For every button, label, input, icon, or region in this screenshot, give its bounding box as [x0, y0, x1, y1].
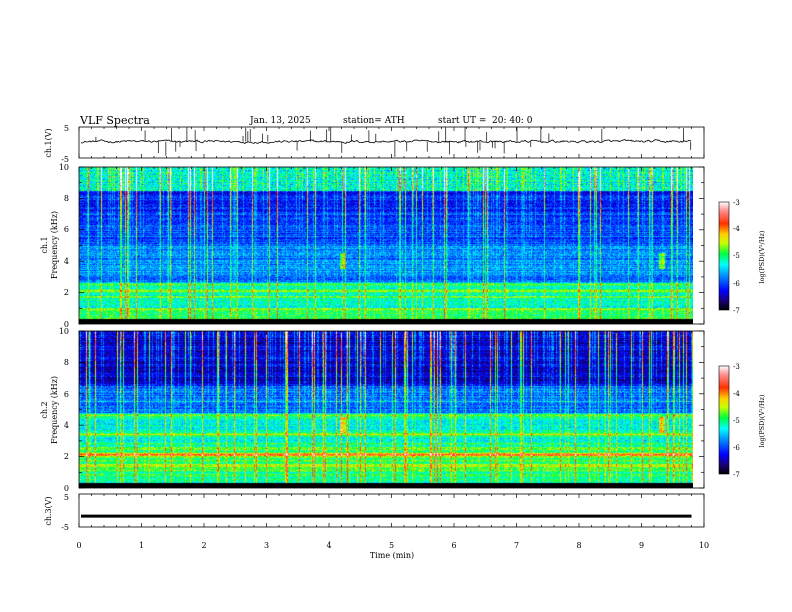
- time-axis-label: Time (min): [370, 551, 414, 560]
- ch1-colorbar-tick-m4: -4: [733, 225, 740, 233]
- ch2-spec-ytick-6: 6: [64, 390, 69, 399]
- ch1-spectrogram-yticks: 0 2 4 6 8 10: [59, 163, 69, 329]
- time-axis-tick-7: 7: [514, 541, 519, 550]
- ch1-colorbar-tick-m3: -3: [733, 199, 740, 207]
- ch1-spectrogram-ylabel-frequency: Frequency (kHz): [50, 211, 59, 279]
- time-axis-tick-0: 0: [76, 541, 81, 550]
- ch1-waveform-spikes: [95, 126, 692, 157]
- ch1-colorbar: [718, 201, 730, 311]
- time-axis-tick-9: 9: [639, 541, 644, 550]
- ch3-waveform-panel: 5 -5 ch.3(V) 0 1 2 3 4 5 6 7 8 9 10 Time (min): [44, 493, 709, 560]
- ch1-colorbar-tick-m5: -5: [733, 252, 740, 260]
- ch2-spec-ytick-8: 8: [64, 358, 69, 367]
- ch1-colorbar-tick-m7: -7: [733, 307, 740, 315]
- ch3-waveform-x-ticks: [78, 494, 705, 527]
- ch1-colorbar-label: log(PSD)(V²/Hz): [758, 230, 766, 283]
- ch2-spectrogram-heatmap: [79, 331, 693, 488]
- ch1-waveform-ytick-bottom: -5: [61, 155, 69, 164]
- ch3-waveform-ytick-bottom: -5: [61, 523, 69, 532]
- ch1-waveform-ylabel: ch.1(V): [44, 128, 53, 157]
- ch1-spectrogram-heatmap: [79, 167, 693, 324]
- ch2-spectrogram-ticks: [78, 330, 705, 489]
- figure-station: station= ATH: [343, 116, 405, 126]
- time-axis-tick-10: 10: [699, 541, 709, 550]
- ch1-waveform-line: [80, 139, 692, 144]
- ch2-spectrogram-panel: 0 2 4 6 8 10 ch.2 Frequency (kHz) -3 -4 …: [40, 327, 766, 493]
- ch1-colorbar-ticks: -3 -4 -5 -6 -7: [733, 199, 740, 315]
- ch1-spec-ytick-2: 2: [64, 288, 69, 297]
- figure-start-label: start UT =: [438, 116, 486, 126]
- ch2-colorbar-tick-m3: -3: [733, 363, 740, 371]
- ch2-spectrogram-yticks: 0 2 4 6 8 10: [59, 327, 69, 493]
- ch2-colorbar-tick-m5: -5: [733, 417, 740, 425]
- ch1-spectrogram-ylabel-channel: ch.1: [40, 236, 49, 253]
- ch1-colorbar-tick-m6: -6: [733, 280, 740, 288]
- ch1-waveform-ytick-top: 5: [64, 124, 69, 133]
- ch3-waveform-frame: [78, 493, 705, 528]
- time-axis-tick-4: 4: [326, 541, 331, 550]
- time-axis-tick-3: 3: [264, 541, 269, 550]
- time-axis-tick-2: 2: [201, 541, 206, 550]
- ch3-waveform-line: [81, 514, 692, 518]
- figure-title: VLF Spectra: [79, 114, 150, 127]
- figure-date: Jan. 13, 2025: [249, 116, 311, 126]
- ch2-spectrogram-ylabel-channel: ch.2: [40, 401, 49, 418]
- ch2-colorbar: [718, 365, 730, 475]
- ch1-spec-ytick-0: 0: [64, 320, 69, 329]
- ch2-spec-ytick-10: 10: [59, 327, 69, 336]
- ch3-waveform-ylabel: ch.3(V): [44, 496, 53, 525]
- ch1-waveform-frame: [78, 126, 705, 159]
- time-axis-tick-8: 8: [576, 541, 581, 550]
- ch2-spec-ytick-0: 0: [64, 484, 69, 493]
- ch2-colorbar-ticks: -3 -4 -5 -6 -7: [733, 363, 740, 479]
- ch1-spec-ytick-10: 10: [59, 163, 69, 172]
- ch2-colorbar-label: log(PSD)(V²/Hz): [758, 394, 766, 447]
- figure-start-value: 20: 40: 0: [492, 116, 533, 126]
- time-axis-tick-labels: 0 1 2 3 4 5 6 7 8 9 10: [76, 541, 709, 550]
- ch1-spec-ytick-8: 8: [64, 194, 69, 203]
- time-axis-tick-5: 5: [389, 541, 394, 550]
- ch1-waveform-panel: 5 -5 ch.1(V): [44, 124, 705, 164]
- ch1-spectrogram-panel: 0 2 4 6 8 10 ch.1 Frequency (kHz) -3 -4 …: [40, 163, 766, 329]
- ch1-spec-ytick-4: 4: [64, 257, 69, 266]
- ch3-waveform-ytick-top: 5: [64, 493, 69, 502]
- ch2-colorbar-tick-m6: -6: [733, 444, 740, 452]
- ch2-spec-ytick-4: 4: [64, 421, 69, 430]
- ch1-waveform-x-ticks: [78, 127, 705, 158]
- ch1-spec-ytick-6: 6: [64, 225, 69, 234]
- ch2-spec-ytick-2: 2: [64, 452, 69, 461]
- ch2-colorbar-tick-m7: -7: [733, 471, 740, 479]
- ch2-colorbar-tick-m4: -4: [733, 390, 740, 398]
- ch2-spectrogram-ylabel-frequency: Frequency (kHz): [50, 376, 59, 444]
- ch1-spectrogram-ticks: [78, 166, 705, 325]
- time-axis-tick-1: 1: [139, 541, 144, 550]
- time-axis-tick-6: 6: [451, 541, 456, 550]
